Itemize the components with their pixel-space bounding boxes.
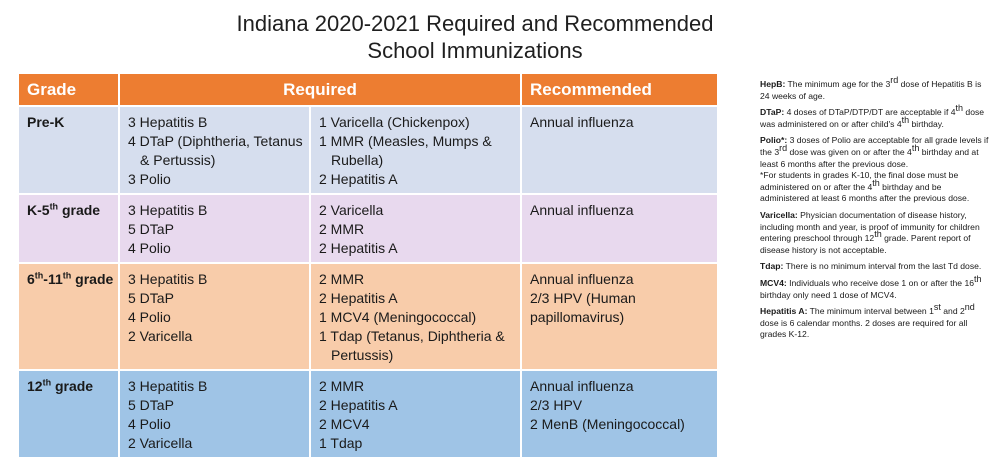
grade-cell: 12th grade (18, 370, 119, 458)
header-required: Required (119, 73, 521, 106)
vaccine-item: 2 Hepatitis A (319, 290, 398, 306)
vaccine-item: 2/3 HPV (530, 397, 583, 413)
vaccine-item: Annual influenza (530, 114, 634, 130)
note-dtap: DTaP: 4 doses of DTaP/DTP/DT are accepta… (760, 103, 985, 129)
header-grade: Grade (18, 73, 119, 106)
vaccine-item: 5 DTaP (128, 290, 174, 306)
table-row: 6th-11th grade 3 Hepatitis B 5 DTaP 4 Po… (18, 263, 718, 370)
required-cell: 3 Hepatitis B 5 DTaP 4 Polio 2 Varicella (119, 263, 310, 370)
vaccine-item: 1 MMR (Measles, Mumps & (319, 133, 492, 149)
vaccine-item: 4 DTaP (Diphtheria, Tetanus (128, 133, 303, 149)
vaccine-item: 4 Polio (128, 240, 171, 256)
vaccine-item: 3 Hepatitis B (128, 378, 208, 394)
note-tdap: Tdap: There is no minimum interval from … (760, 261, 982, 272)
vaccine-item: 1 Tdap (Tetanus, Diphtheria & (319, 328, 505, 344)
required-cell: 3 Hepatitis B 5 DTaP 4 Polio (119, 194, 310, 263)
vaccine-item: 2 MMR (319, 378, 365, 394)
note-varicella: Varicella: Physician documentation of di… (760, 209, 980, 255)
vaccine-item: 2/3 HPV (Human (530, 290, 636, 306)
vaccine-item: Pertussis) (331, 347, 394, 363)
vaccine-item: 5 DTaP (128, 221, 174, 237)
recommended-cell: Annual influenza 2/3 HPV (Human papillom… (521, 263, 718, 370)
vaccine-item: 3 Hepatitis B (128, 114, 208, 130)
table-header-row: Grade Required Recommended (18, 73, 718, 106)
required-cell: 2 MMR 2 Hepatitis A 1 MCV4 (Meningococca… (310, 263, 521, 370)
recommended-cell: Annual influenza (521, 106, 718, 194)
grade-cell: Pre-K (18, 106, 119, 194)
vaccine-item: 1 MCV4 (Meningococcal) (319, 309, 477, 325)
vaccine-item: 4 Polio (128, 416, 171, 432)
vaccine-item: 3 Hepatitis B (128, 202, 208, 218)
required-cell: 2 MMR 2 Hepatitis A 2 MCV4 1 Tdap (310, 370, 521, 458)
vaccine-item: 2 Hepatitis A (319, 171, 398, 187)
vaccine-item: 2 MMR (319, 271, 365, 287)
vaccine-item: 5 DTaP (128, 397, 174, 413)
required-cell: 1 Varicella (Chickenpox) 1 MMR (Measles,… (310, 106, 521, 194)
note-mcv4: MCV4: Individuals who receive dose 1 on … (760, 274, 982, 300)
immunization-table: Grade Required Recommended Pre-K 3 Hepat… (18, 73, 718, 458)
table-row: K-5th grade 3 Hepatitis B 5 DTaP 4 Polio… (18, 194, 718, 263)
vaccine-item: Annual influenza (530, 202, 634, 218)
note-polio: Polio*: 3 doses of Polio are acceptable … (760, 135, 992, 205)
vaccine-item: 2 MCV4 (319, 416, 370, 432)
vaccine-item: & Pertussis) (140, 152, 216, 168)
vaccine-item: 1 Tdap (319, 435, 363, 451)
vaccine-item: 4 Polio (128, 309, 171, 325)
page-title: Indiana 2020-2021 Required and Recommend… (0, 10, 950, 64)
grade-cell: K-5th grade (18, 194, 119, 263)
title-line-1: Indiana 2020-2021 Required and Recommend… (236, 11, 714, 36)
footnotes-panel: HepB: The minimum age for the 3rd dose o… (760, 75, 992, 346)
vaccine-item: 2 Varicella (128, 328, 193, 344)
vaccine-item: 2 MenB (Meningococcal) (530, 416, 685, 432)
vaccine-item: 1 Varicella (Chickenpox) (319, 114, 470, 130)
required-cell: 2 Varicella 2 MMR 2 Hepatitis A (310, 194, 521, 263)
vaccine-item: Rubella) (331, 152, 384, 168)
table-row: Pre-K 3 Hepatitis B 4 DTaP (Diphtheria, … (18, 106, 718, 194)
vaccine-item: 2 Varicella (319, 202, 384, 218)
required-cell: 3 Hepatitis B 4 DTaP (Diphtheria, Tetanu… (119, 106, 310, 194)
vaccine-item: 2 Hepatitis A (319, 397, 398, 413)
grade-cell: 6th-11th grade (18, 263, 119, 370)
note-hepb: HepB: The minimum age for the 3rd dose o… (760, 75, 982, 101)
vaccine-item: Annual influenza (530, 378, 634, 394)
required-cell: 3 Hepatitis B 5 DTaP 4 Polio 2 Varicella (119, 370, 310, 458)
vaccine-item: 2 Varicella (128, 435, 193, 451)
note-hepa: Hepatitis A: The minimum interval betwee… (760, 302, 975, 340)
recommended-cell: Annual influenza (521, 194, 718, 263)
vaccine-item: 2 MMR (319, 221, 365, 237)
table-row: 12th grade 3 Hepatitis B 5 DTaP 4 Polio … (18, 370, 718, 458)
recommended-cell: Annual influenza 2/3 HPV 2 MenB (Meningo… (521, 370, 718, 458)
vaccine-item: Annual influenza (530, 271, 634, 287)
header-recommended: Recommended (521, 73, 718, 106)
note-polio-footnote: *For students in grades K-10, the final … (760, 170, 970, 204)
vaccine-item: 2 Hepatitis A (319, 240, 398, 256)
vaccine-item: papillomavirus) (530, 309, 625, 325)
vaccine-item: 3 Polio (128, 171, 171, 187)
title-line-2: School Immunizations (367, 38, 583, 63)
vaccine-item: 3 Hepatitis B (128, 271, 208, 287)
